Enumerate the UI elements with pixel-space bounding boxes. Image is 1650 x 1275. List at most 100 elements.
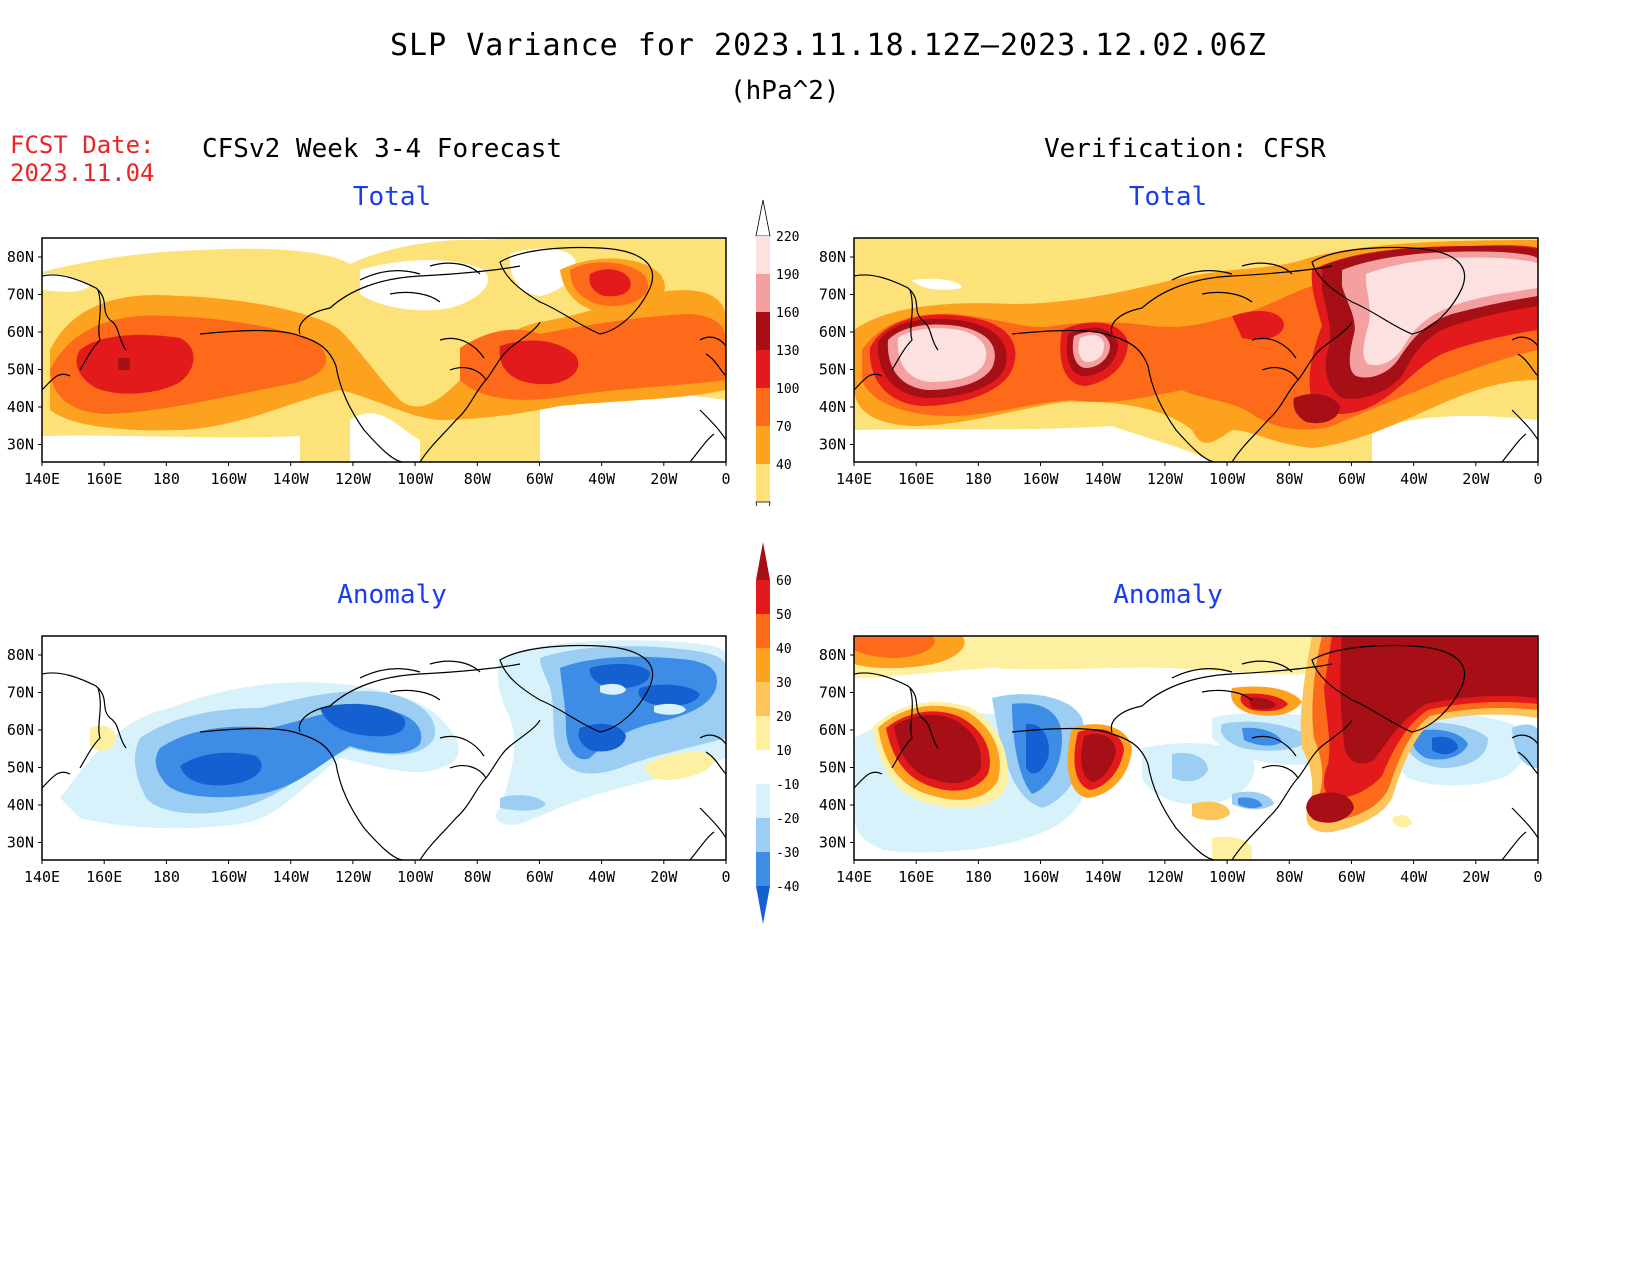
- lat-label: 40N: [7, 398, 34, 416]
- lon-label: 180: [153, 868, 180, 886]
- lon-label: 160E: [898, 868, 934, 886]
- lon-label: 0: [721, 470, 730, 488]
- verification-heading: Verification: CFSR: [1044, 134, 1326, 164]
- obs-anomaly-frame: [853, 635, 1539, 861]
- lon-label: 20W: [650, 868, 678, 886]
- anomaly-colorbar: 60 50 40 30 20 10 -10 -20 -30 -40: [756, 542, 799, 924]
- lat-label: 80N: [819, 248, 846, 266]
- lat-label: 50N: [819, 361, 846, 379]
- lon-label: 140E: [24, 868, 60, 886]
- total-colorbar-swatch: [756, 464, 770, 502]
- lon-label: 40W: [1400, 868, 1428, 886]
- lon-label: 0: [1533, 868, 1542, 886]
- lon-label: 60W: [1338, 470, 1366, 488]
- lat-label: 30N: [7, 436, 34, 454]
- total-colorbar-label: 220: [776, 230, 799, 245]
- anomaly-colorbar-swatch: [756, 750, 770, 784]
- total-colorbar-label: 100: [776, 382, 799, 397]
- lon-label: 140W: [1085, 868, 1122, 886]
- anomaly-colorbar-swatch: [756, 852, 770, 886]
- total-colorbar: 220 190 160 130 100 70 40: [755, 199, 799, 506]
- obs-total-title: Total: [1128, 182, 1208, 212]
- forecast-heading: CFSv2 Week 3-4 Forecast: [202, 134, 563, 164]
- lon-label: 180: [153, 470, 180, 488]
- total-colorbar-segments: 220 190 160 130 100 70 40: [755, 199, 799, 506]
- lon-label: 160E: [86, 470, 122, 488]
- anomaly-colorbar-label: 10: [776, 744, 792, 759]
- lat-label: 60N: [7, 721, 34, 739]
- lon-label: 140W: [273, 868, 310, 886]
- anomaly-colorbar-label: -10: [776, 778, 799, 793]
- lon-label: 180: [965, 868, 992, 886]
- anomaly-colorbar-swatch: [756, 682, 770, 716]
- lon-label: 120W: [335, 868, 372, 886]
- lon-label: 160E: [898, 470, 934, 488]
- lat-label: 30N: [819, 436, 846, 454]
- lon-label: 60W: [526, 470, 554, 488]
- lat-label: 30N: [819, 834, 846, 852]
- fc-anomaly-title: Anomaly: [337, 580, 447, 610]
- anomaly-colorbar-swatch: [756, 784, 770, 818]
- fcst-date-value: 2023.11.04: [10, 159, 155, 187]
- anomaly-colorbar-label: -40: [776, 880, 799, 895]
- lon-label: 120W: [1147, 470, 1184, 488]
- lat-label: 30N: [7, 834, 34, 852]
- lon-label: 140E: [24, 470, 60, 488]
- lon-label: 20W: [650, 470, 678, 488]
- anomaly-colorbar-swatch: [756, 648, 770, 682]
- lat-label: 70N: [7, 684, 34, 702]
- lat-label: 80N: [7, 646, 34, 664]
- lon-label: 140E: [836, 470, 872, 488]
- lon-label: 0: [1533, 470, 1542, 488]
- lon-label: 80W: [464, 868, 492, 886]
- lat-label: 80N: [819, 646, 846, 664]
- total-colorbar-label: 160: [776, 306, 799, 321]
- lat-label: 70N: [819, 286, 846, 304]
- total-colorbar-label: 70: [776, 420, 792, 435]
- lon-label: 100W: [397, 470, 434, 488]
- obs-total-frame: [853, 237, 1539, 463]
- total-colorbar-label: 130: [776, 344, 799, 359]
- anomaly-colorbar-label: 50: [776, 608, 792, 623]
- lon-label: 120W: [1147, 868, 1184, 886]
- lat-label: 40N: [819, 398, 846, 416]
- lat-label: 70N: [7, 286, 34, 304]
- total-colorbar-swatch: [756, 388, 770, 426]
- anomaly-colorbar-label: 60: [776, 574, 792, 589]
- lon-label: 140W: [273, 470, 310, 488]
- lat-label: 60N: [7, 323, 34, 341]
- lon-label: 80W: [1276, 868, 1304, 886]
- obs-total-map: 80N 70N 60N 50N 40N 30N 140E 160E 180 160W 140W 120…: [819, 237, 1543, 488]
- figure-title: SLP Variance for 2023.11.18.12Z—2023.12.…: [390, 28, 1267, 63]
- lat-label: 40N: [819, 796, 846, 814]
- anomaly-colorbar-label: 40: [776, 642, 792, 657]
- lat-label: 80N: [7, 248, 34, 266]
- lon-label: 0: [721, 868, 730, 886]
- lat-label: 40N: [7, 796, 34, 814]
- lon-label: 60W: [526, 868, 554, 886]
- lon-label: 20W: [1462, 868, 1490, 886]
- anomaly-colorbar-swatch: [756, 818, 770, 852]
- total-colorbar-swatch: [756, 236, 770, 274]
- lat-label: 60N: [819, 721, 846, 739]
- lon-label: 100W: [397, 868, 434, 886]
- lat-label: 60N: [819, 323, 846, 341]
- total-colorbar-swatch: [756, 274, 770, 312]
- total-colorbar-swatch: [756, 312, 770, 350]
- obs-anomaly-map: 80N 70N 60N 50N 40N 30N 140E 160E 180 160W 140W 120…: [819, 635, 1543, 886]
- total-colorbar-swatch: [756, 350, 770, 388]
- fc-total-axes: 80N 70N 60N 50N 40N 30N 140E 160E 180 160W 140W 120…: [7, 248, 731, 488]
- lon-label: 140E: [836, 868, 872, 886]
- anomaly-colorbar-swatch: [756, 580, 770, 614]
- lon-label: 80W: [464, 470, 492, 488]
- lat-label: 70N: [819, 684, 846, 702]
- obs-anomaly-title: Anomaly: [1113, 580, 1223, 610]
- fc-anomaly-frame: [41, 635, 727, 861]
- lon-label: 100W: [1209, 470, 1246, 488]
- obs-anomaly-axes: 80N 70N 60N 50N 40N 30N 140E 160E 180 160W 140W 120…: [819, 646, 1543, 886]
- lon-label: 100W: [1209, 868, 1246, 886]
- lat-label: 50N: [7, 361, 34, 379]
- total-colorbar-swatch: [756, 426, 770, 464]
- total-colorbar-label: 40: [776, 458, 792, 473]
- lon-label: 40W: [1400, 470, 1428, 488]
